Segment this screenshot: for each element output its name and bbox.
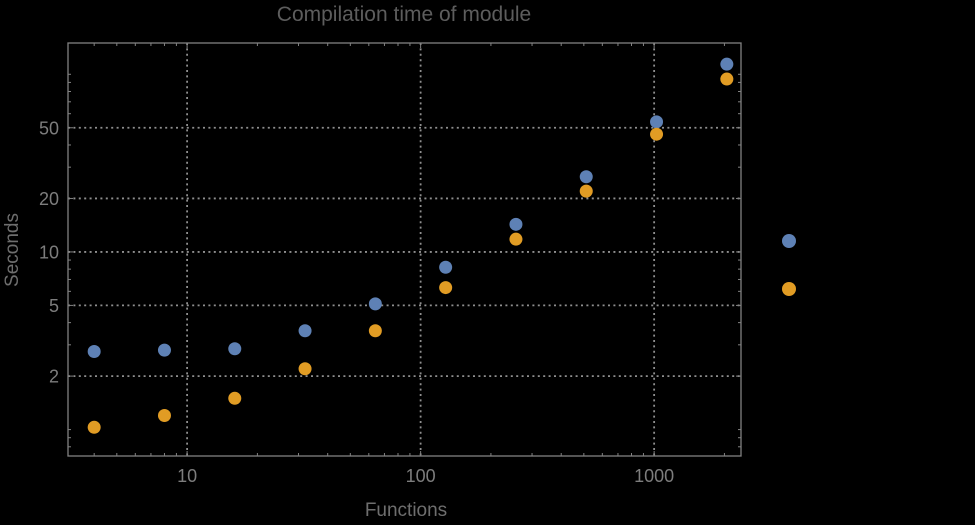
data-point (439, 260, 453, 274)
y-tick-label: 10 (39, 242, 59, 262)
data-point (368, 297, 382, 311)
data-point (720, 72, 734, 86)
series-2-points (87, 72, 734, 434)
legend-marker-2 (782, 282, 796, 296)
data-point (509, 232, 523, 246)
y-tick-label: 5 (49, 296, 59, 316)
data-point (579, 184, 593, 198)
x-axis-label: Functions (364, 500, 448, 521)
data-point (650, 127, 664, 141)
legend-marker-1 (782, 234, 796, 248)
x-tick-label: 1000 (634, 466, 674, 486)
data-point (87, 345, 101, 359)
data-point (157, 343, 171, 357)
series-1-points (87, 57, 734, 359)
data-point (579, 170, 593, 184)
data-point (228, 342, 242, 356)
data-point (228, 391, 242, 405)
data-point (157, 409, 171, 423)
x-tick-label: 100 (406, 466, 436, 486)
y-tick-label: 20 (39, 189, 59, 209)
data-point (720, 57, 734, 71)
data-point (509, 217, 523, 231)
x-tick-label: 10 (177, 466, 197, 486)
data-point (650, 115, 664, 129)
tick-labels: 10 100 1000 2 5 10 20 50 (39, 118, 674, 486)
data-point (298, 362, 312, 376)
y-tick-label: 50 (39, 118, 59, 138)
gridlines (68, 43, 741, 456)
data-point (87, 420, 101, 434)
data-point (298, 324, 312, 338)
legend (782, 234, 796, 296)
axis-ticks (68, 43, 741, 456)
chart-title: Compilation time of module (276, 3, 532, 26)
data-point (439, 281, 453, 295)
y-tick-label: 2 (49, 367, 59, 387)
data-point (368, 324, 382, 338)
plot-frame (67, 42, 742, 457)
